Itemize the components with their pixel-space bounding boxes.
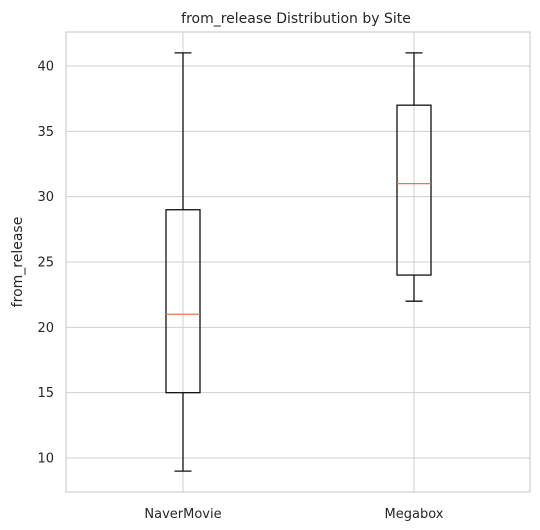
y-tick-label: 20 <box>37 321 54 336</box>
y-tick-label: 35 <box>37 125 54 140</box>
y-tick-label: 10 <box>37 452 54 467</box>
grid-layer <box>66 32 530 492</box>
chart-title: from_release Distribution by Site <box>181 11 411 27</box>
y-tick-label: 40 <box>37 59 54 74</box>
plot-frame <box>65 31 531 493</box>
x-tick-label: NaverMovie <box>144 507 221 522</box>
box-group <box>396 52 432 302</box>
box-body <box>396 104 432 276</box>
axis-layer: 10 15 20 25 30 35 40 NaverMovie Megabox <box>37 59 443 522</box>
y-axis-label: from_release <box>10 217 26 308</box>
y-tick-label: 15 <box>37 386 54 401</box>
x-tick-label: Megabox <box>385 507 444 522</box>
y-tick-label: 30 <box>37 190 54 205</box>
y-tick-label: 25 <box>37 256 54 271</box>
box-layer <box>165 52 432 472</box>
box-body <box>165 209 201 394</box>
box-group <box>165 52 201 472</box>
